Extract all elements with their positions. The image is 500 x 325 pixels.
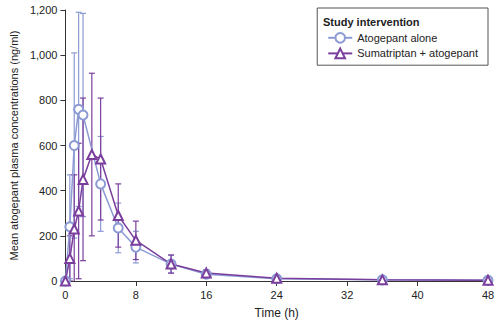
svg-text:Mean atogepant plasma concentr: Mean atogepant plasma concentrations (ng… — [8, 31, 20, 261]
svg-text:24: 24 — [271, 289, 283, 301]
svg-text:200: 200 — [39, 230, 57, 242]
svg-text:48: 48 — [482, 289, 494, 301]
svg-text:0: 0 — [51, 275, 57, 287]
svg-text:Time (h): Time (h) — [255, 306, 299, 320]
svg-text:32: 32 — [341, 289, 353, 301]
svg-text:8: 8 — [133, 289, 139, 301]
svg-text:40: 40 — [411, 289, 423, 301]
svg-text:1,200: 1,200 — [30, 4, 58, 16]
svg-text:16: 16 — [200, 289, 212, 301]
svg-text:600: 600 — [39, 140, 57, 152]
svg-text:Study intervention: Study intervention — [323, 16, 420, 28]
svg-text:800: 800 — [39, 94, 57, 106]
svg-text:400: 400 — [39, 185, 57, 197]
svg-text:Sumatriptan + atogepant: Sumatriptan + atogepant — [357, 47, 478, 59]
svg-text:1,000: 1,000 — [30, 49, 58, 61]
svg-text:Atogepant alone: Atogepant alone — [357, 32, 437, 44]
svg-text:0: 0 — [62, 289, 68, 301]
